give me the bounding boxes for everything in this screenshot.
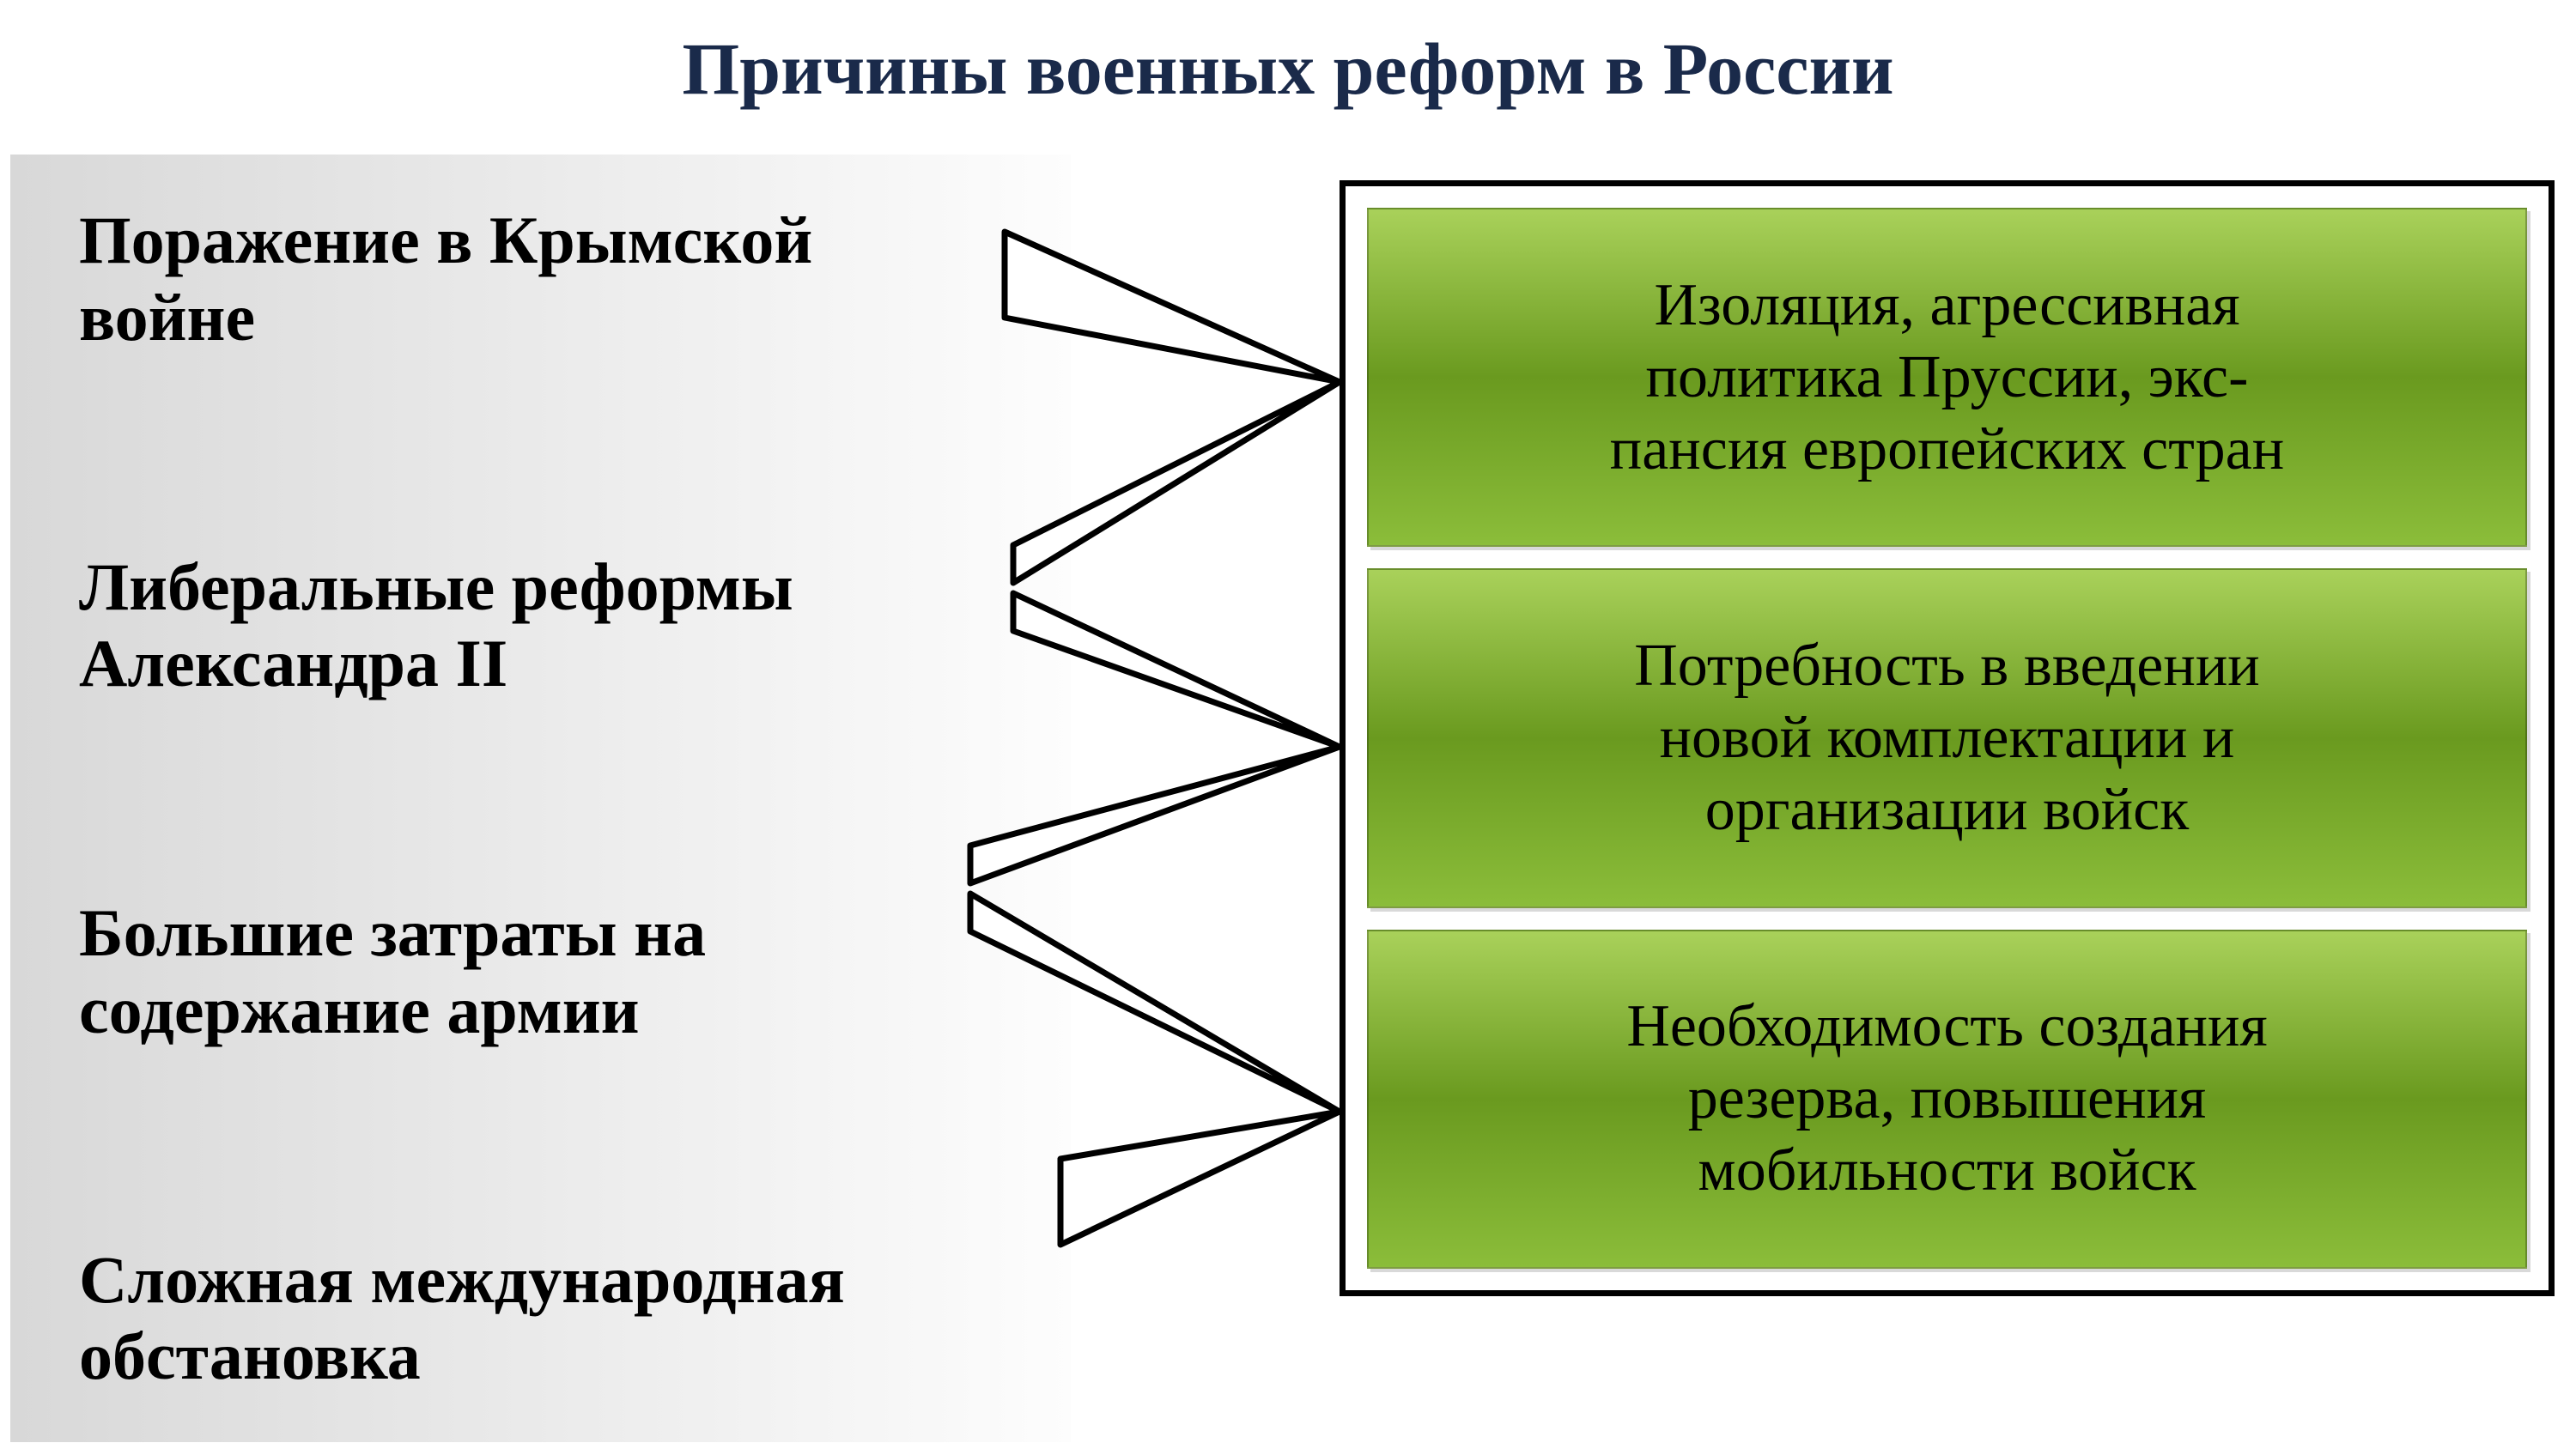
left-cause-2: Либеральные реформы Александра II bbox=[79, 549, 1019, 702]
page-title: Причины военных реформ в России bbox=[0, 26, 2576, 112]
left-cause-1: Поражение в Крымской войне bbox=[79, 202, 1019, 355]
right-effect-1: Изоляция, агрессивная политика Пруссии, … bbox=[1367, 208, 2527, 547]
right-effect-2: Потребность в введении новой комплектаци… bbox=[1367, 568, 2527, 907]
right-effects-panel: Изоляция, агрессивная политика Пруссии, … bbox=[1340, 180, 2555, 1296]
left-causes-panel: Поражение в Крымской войне Либеральные ре… bbox=[10, 155, 1071, 1442]
page-title-text: Причины военных реформ в России bbox=[682, 27, 1893, 110]
left-cause-4: Сложная международная обстановка bbox=[79, 1241, 1019, 1395]
connector-wedge-6 bbox=[1060, 1112, 1340, 1245]
left-cause-3: Большие затраты на содержание армии bbox=[79, 894, 1019, 1048]
right-effect-3: Необходимость создания резерва, повышени… bbox=[1367, 930, 2527, 1269]
